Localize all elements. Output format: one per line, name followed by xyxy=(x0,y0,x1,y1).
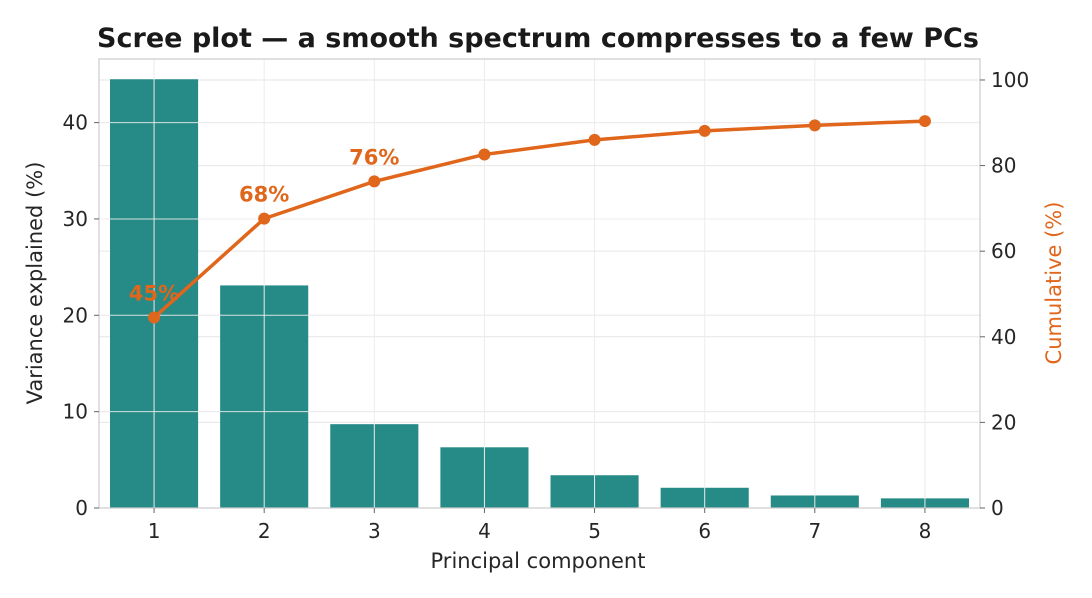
x-tick-label-1: 1 xyxy=(148,519,161,543)
x-tick-label-5: 5 xyxy=(588,519,601,543)
cumulative-annotations: 45% 68% 76% xyxy=(129,145,400,305)
cumulative-point-pc-8 xyxy=(918,115,931,128)
x-axis-ticks: 1 2 3 4 5 6 7 8 xyxy=(148,508,932,543)
right-y-axis-ticks: 0 20 40 60 80 100 xyxy=(980,68,1029,520)
x-tick-label-6: 6 xyxy=(698,519,711,543)
cumulative-point-pc-6 xyxy=(698,124,711,137)
x-tick-label-2: 2 xyxy=(258,519,271,543)
left-y-axis-ticks: 0 10 20 30 40 xyxy=(63,111,99,520)
y2-tick-label-40: 40 xyxy=(991,325,1016,349)
y2-tick-label-100: 100 xyxy=(991,68,1029,92)
chart-title: Scree plot — a smooth spectrum compresse… xyxy=(97,23,979,54)
cumulative-line xyxy=(152,119,926,319)
x-axis-label: Principal component xyxy=(431,549,646,573)
y2-tick-label-20: 20 xyxy=(991,410,1016,434)
cumulative-point-pc-4 xyxy=(478,148,491,161)
y-tick-label-30: 30 xyxy=(63,207,88,231)
y-tick-label-40: 40 xyxy=(63,111,88,135)
annotation-pc-1: 45% xyxy=(129,282,179,306)
x-tick-label-7: 7 xyxy=(808,519,821,543)
y-tick-label-10: 10 xyxy=(63,400,88,424)
y-tick-label-0: 0 xyxy=(75,496,88,520)
x-tick-label-4: 4 xyxy=(478,519,491,543)
cumulative-point-pc-1 xyxy=(148,311,161,324)
y2-tick-label-60: 60 xyxy=(991,239,1016,263)
cumulative-point-pc-3 xyxy=(368,175,381,188)
right-y-axis-label: Cumulative (%) xyxy=(1042,202,1066,365)
y-tick-label-20: 20 xyxy=(63,303,88,327)
left-y-axis-label: Variance explained (%) xyxy=(23,162,47,405)
cumulative-point-pc-5 xyxy=(588,133,601,146)
x-tick-label-3: 3 xyxy=(368,519,381,543)
annotation-pc-3: 76% xyxy=(349,145,399,169)
cumulative-line-series xyxy=(148,115,931,324)
annotation-pc-2: 68% xyxy=(239,183,289,207)
bar-series xyxy=(110,79,969,509)
cumulative-point-pc-2 xyxy=(258,212,271,225)
plot-frame xyxy=(98,58,981,509)
cumulative-point-pc-7 xyxy=(808,119,821,132)
y2-tick-label-80: 80 xyxy=(991,154,1016,178)
x-tick-label-8: 8 xyxy=(919,519,932,543)
y2-tick-label-0: 0 xyxy=(991,496,1004,520)
